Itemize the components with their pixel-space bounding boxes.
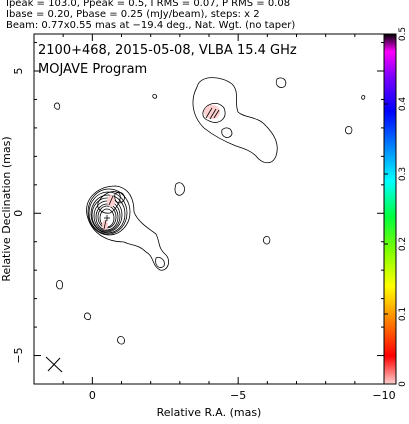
colorbar-ticks: 0 0.1 0.2 0.3 0.4 0.5 — [384, 27, 408, 387]
polarization-layer — [102, 105, 220, 230]
jet-contour — [86, 185, 170, 271]
core-contour — [88, 191, 128, 235]
noise-contour — [345, 125, 353, 135]
x-axis-label: Relative R.A. (mas) — [157, 406, 262, 419]
noise-contour — [84, 312, 91, 321]
extended-component-contour — [192, 77, 278, 164]
x-tick-label: −5 — [230, 389, 246, 402]
jet-contour — [114, 192, 125, 204]
contour-layer — [53, 77, 366, 345]
header-base-line: Ibase = 0.20, Pbase = 0.25 (mJy/beam), s… — [6, 9, 260, 20]
colorbar-tick-label: 0.2 — [398, 237, 408, 251]
chart-subtitle: MOJAVE Program — [38, 62, 147, 77]
extended-component-contour — [202, 102, 226, 123]
core-contour — [95, 203, 119, 231]
chart-title: 2100+468, 2015-05-08, VLBA 15.4 GHz — [38, 43, 297, 58]
colorbar-tick-label: 0.3 — [398, 167, 408, 181]
extended-component-contour — [221, 127, 233, 138]
y-tick-label: 5 — [12, 67, 25, 74]
colorbar-tick-label: 0.5 — [398, 27, 408, 41]
noise-contour — [361, 94, 366, 100]
colorbar-gradient — [383, 33, 397, 385]
colorbar: 0 0.1 0.2 0.3 0.4 0.5 — [383, 27, 408, 387]
noise-contour — [56, 280, 63, 290]
x-tick-label: 0 — [89, 389, 96, 402]
colorbar-tick-label: 0.1 — [398, 307, 408, 321]
noise-contour — [152, 93, 158, 99]
colorbar-tick-label: 0 — [398, 381, 408, 387]
header-peak-line: Ipeak = 103.0, Ppeak = 0.5, I RMS = 0.07… — [6, 0, 291, 9]
jet-contour — [155, 257, 165, 268]
core-contour — [87, 188, 131, 236]
x-tick-label: −10 — [372, 389, 395, 402]
axis-ticks: 0 −5 −10 5 0 −5 — [12, 34, 396, 402]
core-contour — [91, 197, 123, 233]
noise-contour — [275, 77, 287, 88]
y-tick-label: 0 — [12, 210, 25, 217]
y-tick-label: −5 — [12, 347, 25, 363]
y-axis-label: Relative Declination (mas) — [0, 136, 13, 281]
polarization-vectors — [103, 107, 220, 230]
jet-contour — [174, 182, 185, 196]
noise-contour — [263, 235, 271, 245]
noise-contour — [53, 102, 61, 110]
core-contour — [90, 194, 126, 234]
noise-contour — [117, 335, 125, 345]
core-peak-marker — [104, 215, 110, 221]
core-contour — [97, 191, 121, 214]
beam-marker — [45, 356, 63, 373]
header-beam-line: Beam: 0.77x0.55 mas at −19.4 deg., Nat. … — [6, 20, 296, 31]
colorbar-tick-label: 0.4 — [398, 97, 408, 112]
